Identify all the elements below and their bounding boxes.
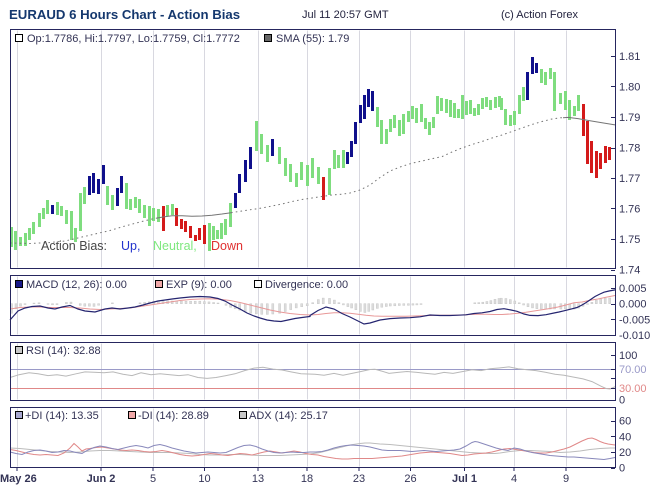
svg-text:EURAUD 6 Hours Chart - Action: EURAUD 6 Hours Chart - Action Bias (9, 7, 240, 22)
svg-text:0.000: 0.000 (619, 299, 647, 311)
svg-text:23: 23 (353, 473, 365, 485)
svg-text:(c) Action Forex: (c) Action Forex (501, 9, 579, 21)
svg-text:60: 60 (619, 416, 631, 428)
svg-text:20: 20 (619, 447, 631, 459)
svg-text:13: 13 (252, 473, 264, 485)
svg-text:-0.005: -0.005 (619, 314, 650, 326)
svg-text:0: 0 (619, 395, 625, 407)
svg-text:0.005: 0.005 (619, 283, 647, 295)
svg-text:18: 18 (301, 473, 313, 485)
svg-text:10: 10 (198, 473, 210, 485)
svg-text:ADX (14): 25.17: ADX (14): 25.17 (249, 410, 328, 422)
svg-text:MACD (12, 26): 0.00: MACD (12, 26): 0.00 (26, 279, 127, 291)
svg-text:1.81: 1.81 (619, 51, 640, 63)
svg-text:100: 100 (619, 350, 637, 362)
svg-text:Neutral,: Neutral, (153, 239, 197, 253)
svg-text:5: 5 (150, 473, 156, 485)
svg-text:1.79: 1.79 (619, 112, 640, 124)
svg-text:1.78: 1.78 (619, 143, 640, 155)
svg-text:-0.010: -0.010 (619, 330, 650, 342)
svg-text:Jun 2: Jun 2 (87, 473, 116, 485)
svg-text:70.00: 70.00 (619, 364, 647, 376)
svg-text:1.76: 1.76 (619, 204, 640, 216)
svg-text:1.80: 1.80 (619, 82, 640, 94)
svg-text:30.00: 30.00 (619, 383, 647, 395)
svg-text:1.75: 1.75 (619, 234, 640, 246)
svg-text:Down: Down (211, 239, 243, 253)
svg-text:Jul 1: Jul 1 (452, 473, 477, 485)
svg-text:Jul 11 20:57 GMT: Jul 11 20:57 GMT (302, 9, 389, 21)
svg-text:Up,: Up, (121, 239, 140, 253)
svg-text:May 26: May 26 (0, 473, 37, 485)
svg-text:1.74: 1.74 (619, 265, 640, 277)
svg-text:RSI (14): 32.88: RSI (14): 32.88 (26, 345, 101, 357)
svg-text:Op:1.7786, Hi:1.7797, Lo:1.775: Op:1.7786, Hi:1.7797, Lo:1.7759, Cl:1.77… (27, 33, 240, 45)
svg-text:1.77: 1.77 (619, 173, 640, 185)
svg-text:9: 9 (563, 473, 569, 485)
svg-text:EXP (9): 0.00: EXP (9): 0.00 (166, 279, 232, 291)
svg-text:26: 26 (404, 473, 416, 485)
svg-text:40: 40 (619, 431, 631, 443)
svg-text:Divergence: 0.00: Divergence: 0.00 (265, 279, 348, 291)
svg-text:0: 0 (619, 463, 625, 475)
svg-text:+DI (14): 13.35: +DI (14): 13.35 (25, 410, 99, 422)
svg-text:SMA (55): 1.79: SMA (55): 1.79 (276, 33, 349, 45)
svg-text:-DI (14): 28.89: -DI (14): 28.89 (138, 410, 209, 422)
svg-text:Action Bias:: Action Bias: (41, 239, 107, 253)
svg-text:4: 4 (511, 473, 517, 485)
